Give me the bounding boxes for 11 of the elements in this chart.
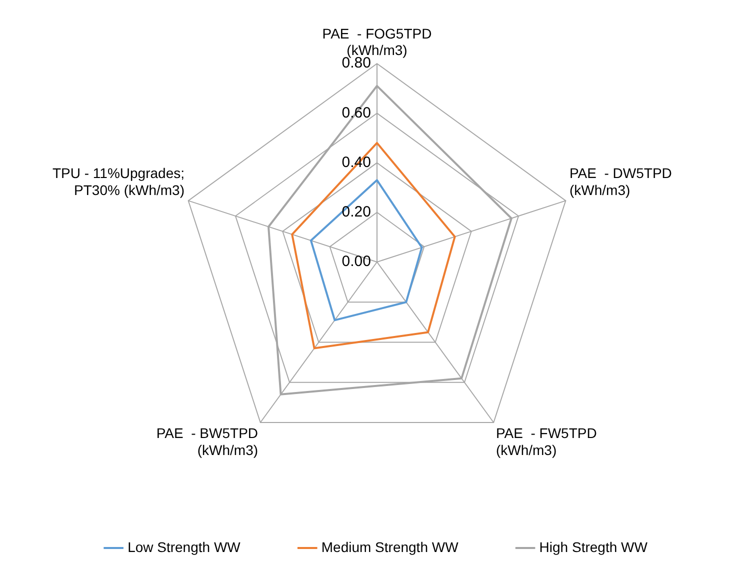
spoke-label: TPU - 11%Upgrades; PT30% (kWh/m3) <box>52 165 185 198</box>
spoke-label: PAE - FOG5TPD (kWh/m3) <box>322 25 432 58</box>
legend-label: Low Strength WW <box>128 538 242 555</box>
y-tick-label: 0.20 <box>342 204 371 221</box>
legend-label: Medium Strength WW <box>321 538 460 555</box>
spoke-label: PAE - DW5TPD (kWh/m3) <box>569 165 672 198</box>
y-tick-label: 0.60 <box>342 104 371 122</box>
y-tick-label: 0.00 <box>342 253 371 270</box>
legend-label: High Stregth WW <box>539 538 648 555</box>
spoke-label: PAE - BW5TPD (kWh/m3) <box>156 425 258 458</box>
spoke-label: PAE - FW5TPD (kWh/m3) <box>496 425 597 458</box>
